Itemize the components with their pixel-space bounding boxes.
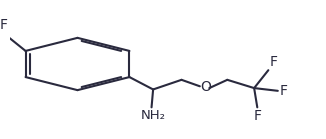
- Text: F: F: [0, 18, 7, 32]
- Text: O: O: [200, 80, 211, 94]
- Text: F: F: [270, 55, 278, 69]
- Text: F: F: [279, 84, 288, 98]
- Text: F: F: [253, 109, 261, 123]
- Text: NH₂: NH₂: [141, 109, 166, 122]
